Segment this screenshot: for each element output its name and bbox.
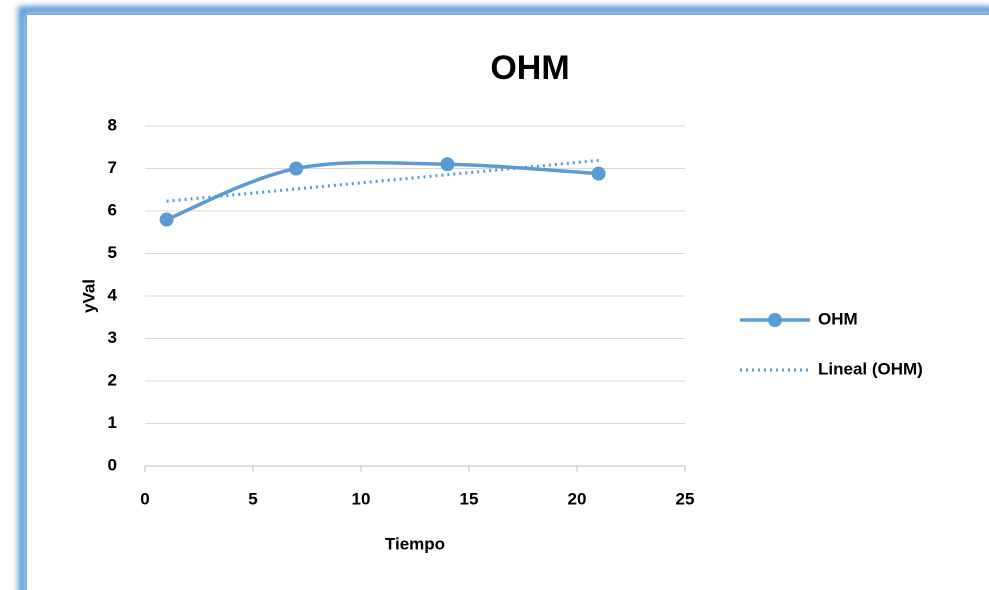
point [440,157,455,172]
x-tick-label: 5 [248,489,257,508]
y-tick-label: 6 [108,200,117,219]
y-tick-label: 8 [108,115,117,134]
x-tick-label: 25 [676,489,695,508]
y-tick-label: 0 [108,455,117,474]
legend-label: OHM [818,309,858,328]
point [159,212,174,227]
x-tick-label: 0 [140,489,149,508]
x-axis-label: Tiempo [385,534,445,553]
trendline [166,158,599,203]
y-tick-label: 4 [108,285,118,304]
legend-marker [768,313,782,327]
y-axis-label: yVal [79,279,98,313]
x-tick-label: 15 [460,489,479,508]
y-tick-label: 5 [108,243,117,262]
y-tick-label: 3 [108,328,117,347]
chart-title: OHM [490,49,569,87]
frame-glow [18,6,989,590]
legend-label: Lineal (OHM) [818,359,923,378]
y-tick-label: 2 [108,370,117,389]
y-tick-label: 7 [108,158,117,177]
point [591,166,606,181]
series-line [165,160,599,222]
frame [25,13,989,590]
y-tick-label: 1 [108,413,117,432]
x-tick-label: 10 [352,489,371,508]
x-tick-label: 20 [568,489,587,508]
point [289,161,304,176]
